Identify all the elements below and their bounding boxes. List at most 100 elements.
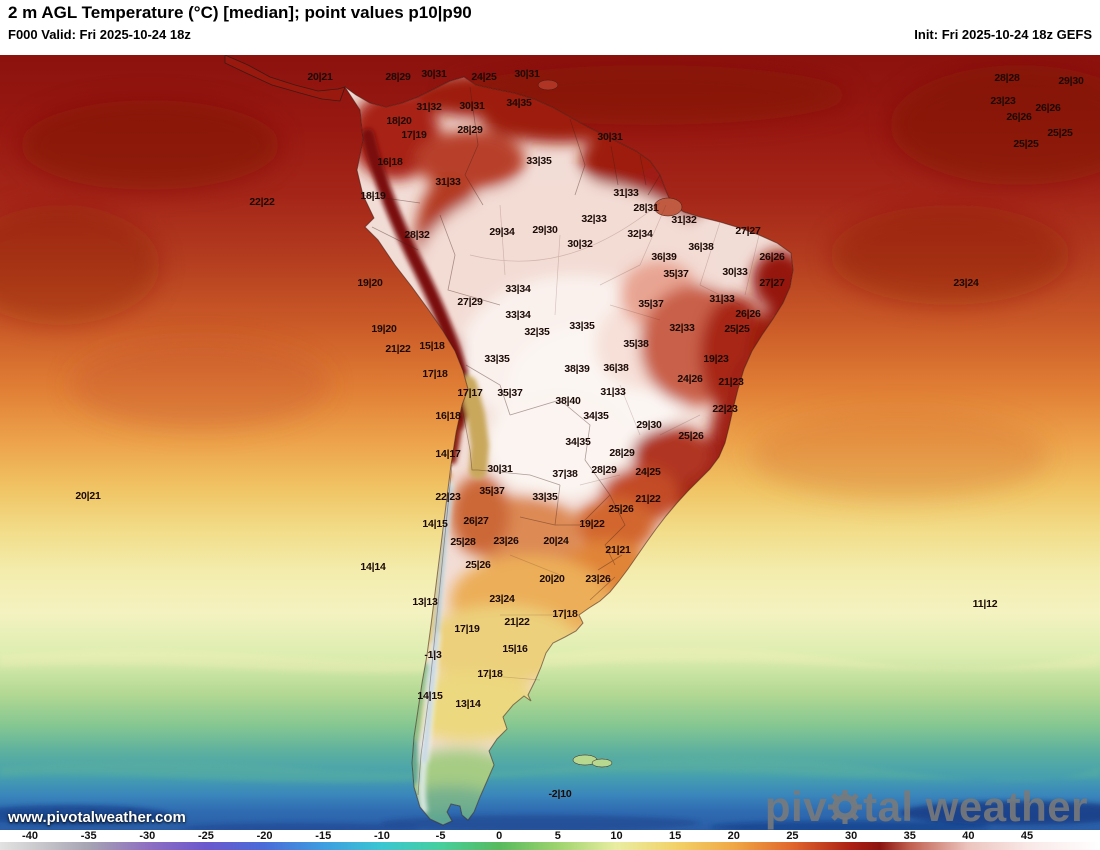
point-value: 13|14 — [455, 698, 481, 710]
point-value: 25|26 — [465, 559, 491, 571]
point-value: 30|31 — [421, 68, 447, 80]
point-value: -2|10 — [549, 788, 572, 800]
point-value: 30|31 — [459, 100, 485, 112]
point-value: 34|35 — [565, 436, 591, 448]
point-value: 14|14 — [360, 561, 386, 573]
point-value: 20|20 — [539, 573, 565, 585]
point-value: 20|21 — [75, 490, 101, 502]
point-value: 15|18 — [419, 340, 445, 352]
temperature-map-svg: 20|21 28|29 30|31 24|25 30|31 28|28 29|30 23|23… — [0, 55, 1100, 830]
point-value: 17|17 — [457, 387, 483, 399]
valid-time-label: F000 Valid: Fri 2025-10-24 18z — [8, 27, 191, 42]
colorbar-tick: 5 — [554, 830, 561, 842]
point-value: 16|18 — [377, 156, 403, 168]
point-value: 22|23 — [712, 403, 738, 415]
colorbar-tick: -40 — [22, 830, 38, 842]
point-value: 28|29 — [457, 124, 483, 136]
colorbar-tick: 40 — [962, 830, 975, 842]
point-value: 22|22 — [249, 196, 275, 208]
point-value: 35|37 — [497, 387, 523, 399]
point-value: 29|30 — [532, 224, 558, 236]
point-value: 33|35 — [569, 320, 595, 332]
coastline — [344, 76, 794, 826]
header-subrow: F000 Valid: Fri 2025-10-24 18z Init: Fri… — [8, 27, 1092, 42]
colorbar-tick: 10 — [610, 830, 623, 842]
colorbar-tick: -10 — [373, 830, 390, 842]
point-value: 28|28 — [994, 72, 1020, 84]
point-value: 34|35 — [506, 97, 532, 109]
point-value: 38|40 — [555, 395, 581, 407]
point-value: 28|29 — [609, 447, 635, 459]
point-value: 19|23 — [703, 353, 729, 365]
point-value: 31|32 — [671, 214, 697, 226]
point-value: 29|30 — [636, 419, 662, 431]
point-value: 17|18 — [477, 668, 503, 680]
colorbar-tick: 15 — [669, 830, 682, 842]
point-value: 14|17 — [435, 448, 461, 460]
colorbar-gradient-strip — [0, 842, 1100, 850]
point-value: 14|15 — [422, 518, 448, 530]
point-value: 25|28 — [450, 536, 476, 548]
point-value: 17|19 — [454, 623, 480, 635]
colorbar-tick: -15 — [315, 830, 332, 842]
point-value: 24|25 — [471, 71, 497, 83]
point-value: 31|33 — [600, 386, 626, 398]
colorbar-tick: -35 — [80, 830, 97, 842]
point-value: 36|39 — [651, 251, 677, 263]
point-value: 23|24 — [953, 277, 979, 289]
point-value: 17|19 — [401, 129, 427, 141]
map-canvas: 20|21 28|29 30|31 24|25 30|31 28|28 29|30 23|23… — [0, 55, 1100, 830]
point-value: 19|20 — [357, 277, 383, 289]
state-borders — [469, 202, 760, 681]
colorbar-tick: -5 — [435, 830, 446, 842]
point-value: 32|35 — [524, 326, 550, 338]
country-borders — [362, 86, 661, 796]
point-value: 33|35 — [532, 491, 558, 503]
temperature-colorbar: -40 -35 -30 -25 -20 -15 -10 -5 0 5 10 15 20 25 30 35 40 4… — [0, 830, 1100, 850]
colorbar-tick-labels: -40 -35 -30 -25 -20 -15 -10 -5 0 5 10 15 20 25 30 35 40 4… — [0, 830, 1100, 842]
point-value: 32|34 — [627, 228, 653, 240]
point-value: 26|26 — [1006, 111, 1032, 123]
point-value: 32|33 — [581, 213, 607, 225]
colorbar-tick: 45 — [1020, 830, 1034, 842]
falkland-islands — [572, 754, 613, 768]
point-value: 21|21 — [605, 544, 631, 556]
gear-icon — [828, 790, 863, 824]
point-values-layer: 20|21 28|29 30|31 24|25 30|31 28|28 29|30 23|23… — [75, 68, 1084, 800]
point-value: 31|33 — [435, 176, 461, 188]
point-value: 31|32 — [416, 101, 442, 113]
brand-text-right: tal weather — [863, 783, 1088, 830]
point-value: 30|33 — [722, 266, 748, 278]
point-value: 33|35 — [484, 353, 510, 365]
point-value: 27|29 — [457, 296, 483, 308]
point-value: 21|22 — [635, 493, 661, 505]
point-value: 36|38 — [688, 241, 714, 253]
brand-watermark: piv tal weather — [765, 786, 1088, 828]
point-value: 16|18 — [435, 410, 461, 422]
point-value: 21|23 — [718, 376, 744, 388]
colorbar-tick: 30 — [844, 830, 858, 842]
map-header: 2 m AGL Temperature (°C) [median]; point… — [0, 0, 1100, 55]
point-value: 24|25 — [635, 466, 661, 478]
point-value: 18|19 — [360, 190, 386, 202]
point-value: 35|37 — [663, 268, 689, 280]
point-value: 20|21 — [307, 71, 333, 83]
point-value: 23|24 — [489, 593, 515, 605]
point-value: 37|38 — [552, 468, 578, 480]
point-value: 26|26 — [735, 308, 761, 320]
point-value: 26|27 — [463, 515, 489, 527]
point-value: 35|37 — [479, 485, 505, 497]
point-value: 30|31 — [514, 68, 540, 80]
point-value: 11|12 — [973, 598, 998, 610]
colorbar-tick: -20 — [256, 830, 273, 842]
point-value: 30|31 — [597, 131, 623, 143]
point-value: 38|39 — [564, 363, 590, 375]
colorbar-tick: -25 — [197, 830, 214, 842]
init-time-label: Init: Fri 2025-10-24 18z GEFS — [914, 27, 1092, 42]
point-value: 33|34 — [505, 283, 531, 295]
point-value: 30|31 — [487, 463, 513, 475]
point-value: 29|34 — [489, 226, 515, 238]
point-value: -1|3 — [424, 649, 442, 661]
point-value: 30|32 — [567, 238, 593, 250]
colorbar-tick: 25 — [786, 830, 799, 842]
